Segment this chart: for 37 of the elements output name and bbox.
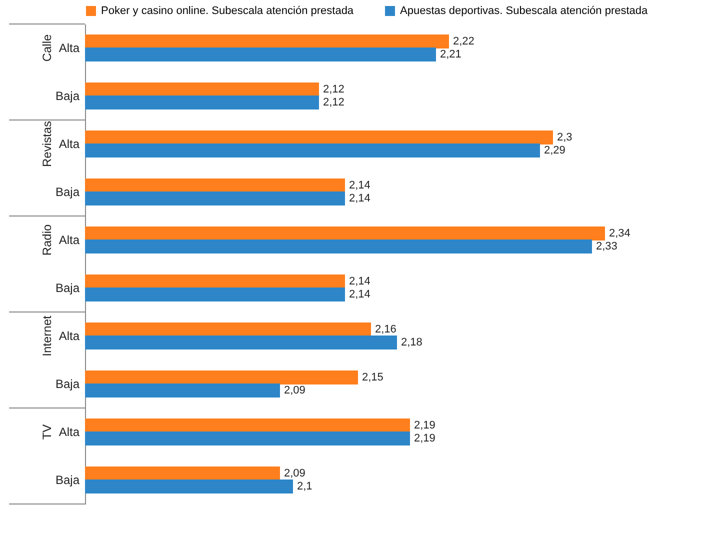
y-tick-label: Alta <box>58 233 80 247</box>
data-label: 2,29 <box>544 144 566 156</box>
data-label: 2,12 <box>323 84 344 96</box>
data-label: 2,14 <box>349 192 370 204</box>
data-label: 2,19 <box>414 432 436 444</box>
data-label: 2,1 <box>297 480 312 492</box>
y-tick-label: Alta <box>58 425 80 439</box>
legend-label: Poker y casino online. Subescala atención prestada <box>101 5 354 17</box>
text: TV <box>40 424 54 440</box>
data-label: 2,21 <box>440 48 462 60</box>
data-label: 2,19 <box>414 420 436 432</box>
legend-label: Apuestas deportivas. Subescala atención prestada <box>400 5 649 17</box>
data-label: 2,3 <box>557 132 572 144</box>
data-label: 2,14 <box>349 276 370 288</box>
data-label: 2,34 <box>609 228 630 240</box>
data-label: 2,09 <box>284 384 306 396</box>
y-tick-label: Alta <box>58 329 80 343</box>
data-label: 2,14 <box>349 180 370 192</box>
text: Radio <box>40 224 54 256</box>
y-tick-label: Baja <box>55 377 80 391</box>
data-label: 2,14 <box>349 288 370 300</box>
text: Internet <box>40 314 54 356</box>
y-tick-label: Baja <box>55 89 80 103</box>
text: Calle <box>40 34 54 62</box>
y-tick-label: Baja <box>55 281 80 295</box>
y-tick-label: Baja <box>55 473 80 487</box>
data-label: 2,15 <box>362 372 384 384</box>
data-label: 2,09 <box>284 468 306 480</box>
y-tick-label: Alta <box>58 41 80 55</box>
data-label: 2,12 <box>323 96 344 108</box>
text: Revistas <box>40 120 54 168</box>
data-label: 2,18 <box>401 336 422 348</box>
y-tick-label: Alta <box>58 137 80 151</box>
y-tick-label: Baja <box>55 185 80 199</box>
data-label: 2,16 <box>375 324 396 336</box>
data-label: 2,33 <box>596 240 618 252</box>
data-label: 2,22 <box>453 36 474 48</box>
